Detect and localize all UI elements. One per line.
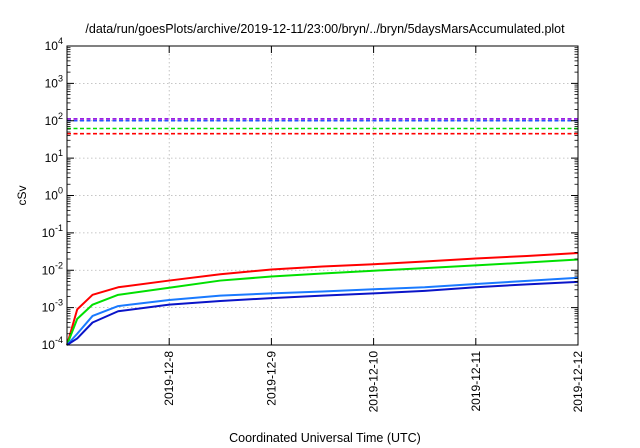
y-tick-exponent: -2 (55, 260, 63, 270)
y-tick-exponent: -1 (55, 223, 63, 233)
y-tick-base: 10 (45, 151, 59, 165)
y-tick-base: 10 (45, 39, 59, 53)
y-axis-label: cSv (15, 185, 29, 205)
x-tick-label: 2019-12-11 (469, 351, 483, 412)
x-axis-label: Coordinated Universal Time (UTC) (229, 431, 421, 445)
y-tick-label: 104 (45, 36, 63, 53)
y-tick-exponent: -3 (55, 298, 63, 308)
y-tick-base: 10 (42, 301, 56, 315)
y-tick-label: 10-2 (42, 260, 63, 277)
y-tick-base: 10 (42, 338, 56, 352)
chart-title: /data/run/goesPlots/archive/2019-12-11/2… (85, 22, 565, 36)
y-tick-label: 103 (45, 73, 63, 90)
y-tick-label: 101 (45, 148, 63, 165)
series-line-6 (66, 276, 579, 346)
y-tick-base: 10 (42, 263, 56, 277)
y-tick-label: 100 (45, 186, 63, 203)
y-tick-label: 10-4 (42, 335, 63, 352)
x-tick-label: 2019-12-8 (162, 351, 176, 406)
y-tick-base: 10 (42, 226, 56, 240)
series-line-4 (66, 252, 579, 346)
y-tick-exponent: 1 (58, 148, 63, 158)
series-line-7 (66, 280, 579, 346)
y-tick-label: 102 (45, 111, 63, 128)
y-tick-exponent: 3 (58, 73, 63, 83)
series-group (66, 118, 579, 346)
y-tick-base: 10 (45, 76, 59, 90)
grid (67, 46, 578, 345)
y-tick-label: 10-3 (42, 298, 63, 315)
series-line-5 (66, 258, 579, 346)
axes: 10-410-310-210-11001011021031042019-12-8… (42, 36, 585, 412)
y-tick-exponent: 2 (58, 111, 63, 121)
y-tick-exponent: 4 (58, 36, 63, 46)
y-tick-label: 10-1 (42, 223, 63, 240)
y-tick-exponent: 0 (58, 186, 63, 196)
y-tick-exponent: -4 (55, 335, 63, 345)
x-tick-label: 2019-12-10 (367, 351, 381, 413)
y-tick-base: 10 (45, 189, 59, 203)
x-tick-label: 2019-12-12 (571, 351, 585, 413)
y-tick-base: 10 (45, 114, 59, 128)
x-tick-label: 2019-12-9 (264, 351, 278, 406)
